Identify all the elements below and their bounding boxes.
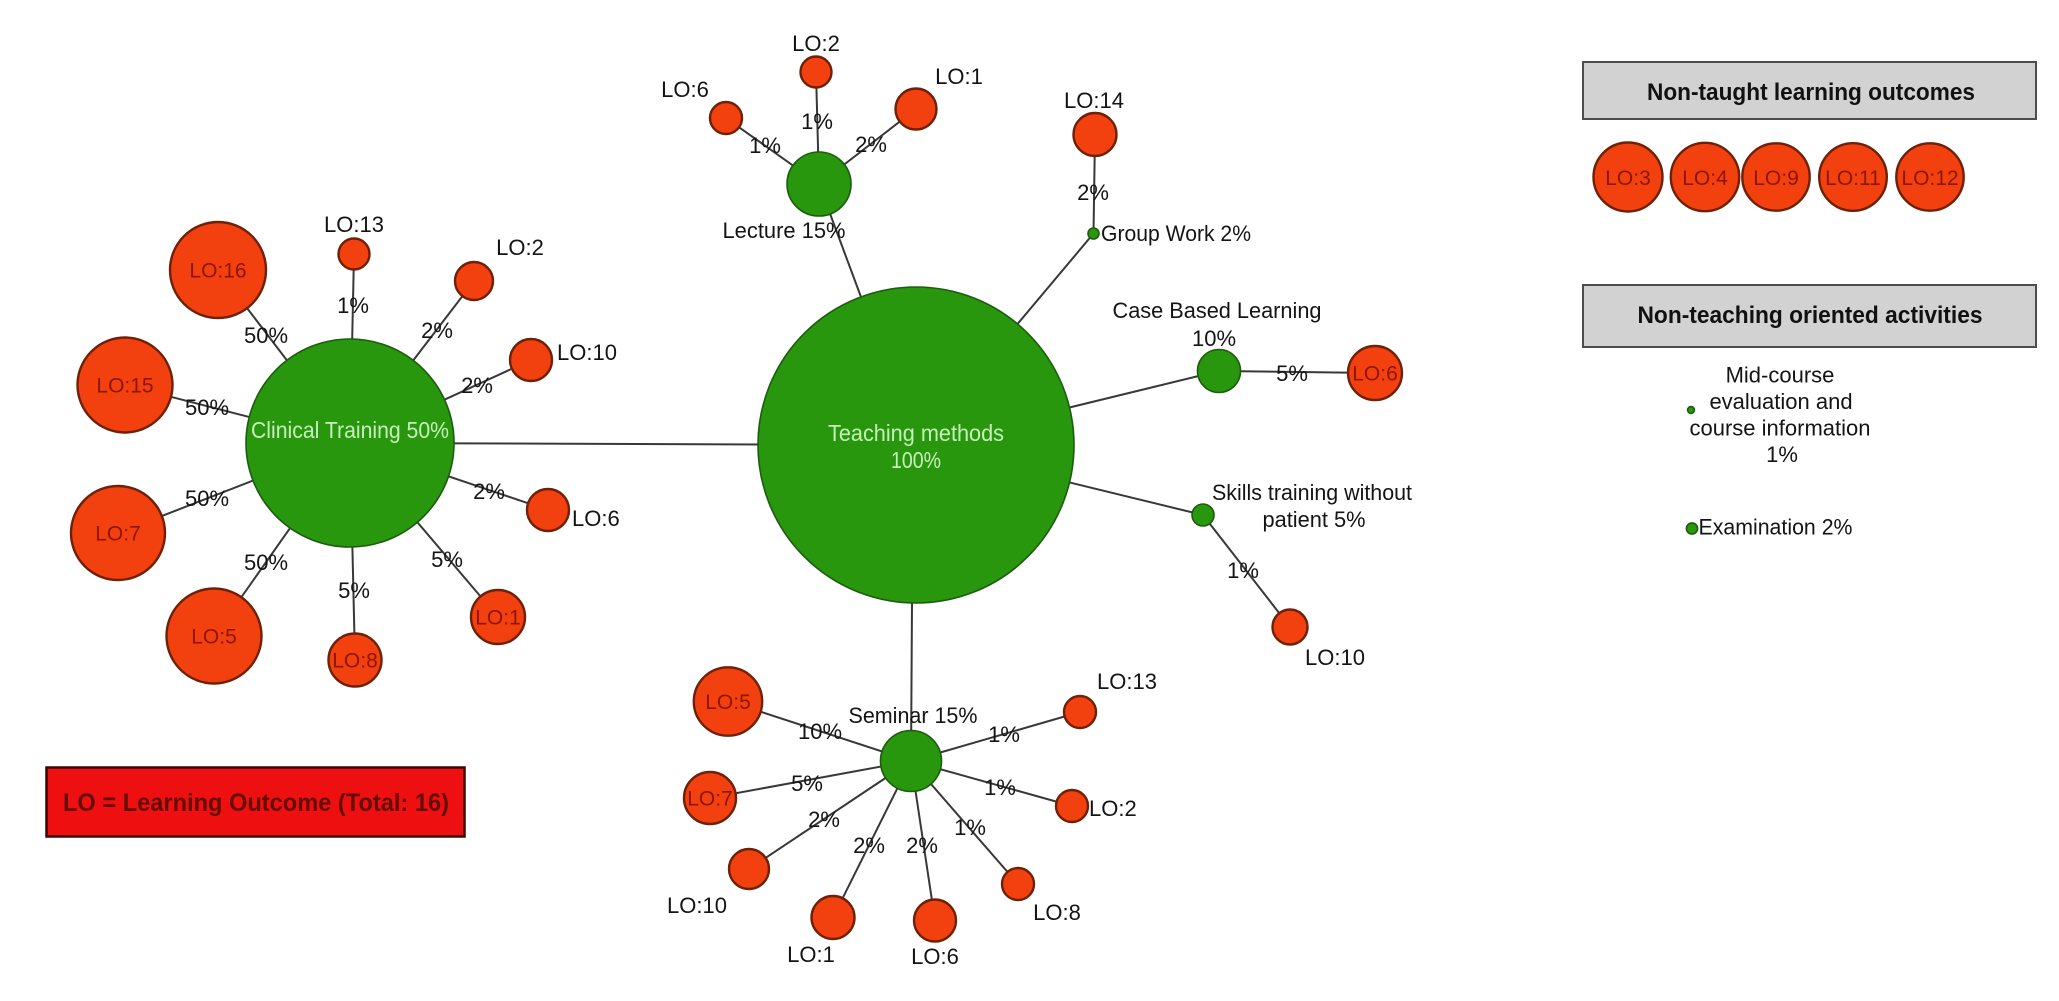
svg-text:LO:5: LO:5 — [705, 691, 751, 714]
svg-text:5%: 5% — [431, 547, 463, 572]
svg-text:10%: 10% — [798, 719, 842, 744]
svg-text:LO:10: LO:10 — [1305, 645, 1365, 670]
svg-text:50%: 50% — [244, 323, 288, 348]
svg-text:LO:6: LO:6 — [572, 506, 620, 531]
svg-text:1%: 1% — [988, 722, 1020, 747]
svg-text:LO:5: LO:5 — [191, 626, 237, 649]
svg-text:5%: 5% — [1276, 361, 1308, 386]
svg-text:evaluation and: evaluation and — [1709, 389, 1852, 414]
svg-text:50%: 50% — [185, 395, 229, 420]
svg-text:1%: 1% — [984, 775, 1016, 800]
svg-text:LO:7: LO:7 — [687, 788, 733, 811]
svg-text:LO:6: LO:6 — [911, 944, 959, 969]
svg-text:Examination 2%: Examination 2% — [1699, 515, 1853, 540]
svg-text:LO:6: LO:6 — [1352, 363, 1398, 386]
svg-text:1%: 1% — [337, 293, 369, 318]
svg-text:1%: 1% — [954, 815, 986, 840]
svg-text:2%: 2% — [473, 479, 505, 504]
svg-text:LO:1: LO:1 — [935, 64, 983, 89]
svg-text:2%: 2% — [808, 807, 840, 832]
svg-text:LO:2: LO:2 — [496, 235, 544, 260]
svg-text:LO:11: LO:11 — [1825, 167, 1881, 190]
svg-text:2%: 2% — [855, 132, 887, 157]
svg-text:2%: 2% — [906, 833, 938, 858]
svg-text:50%: 50% — [185, 486, 229, 511]
svg-text:Non-teaching oriented activiti: Non-teaching oriented activities — [1638, 302, 1983, 329]
svg-text:2%: 2% — [421, 318, 453, 343]
svg-text:LO:13: LO:13 — [1097, 669, 1157, 694]
svg-text:Lecture 15%: Lecture 15% — [723, 218, 846, 243]
svg-text:Clinical Training 50%: Clinical Training 50% — [251, 417, 449, 443]
svg-text:course information: course information — [1690, 416, 1871, 441]
svg-text:10%: 10% — [1192, 326, 1236, 351]
svg-text:LO:10: LO:10 — [667, 893, 727, 918]
svg-text:LO:9: LO:9 — [1753, 167, 1799, 190]
svg-text:2%: 2% — [1077, 180, 1109, 205]
svg-text:LO:12: LO:12 — [1901, 167, 1958, 190]
svg-text:LO:6: LO:6 — [661, 77, 709, 102]
svg-text:5%: 5% — [338, 578, 370, 603]
svg-text:LO:8: LO:8 — [1033, 900, 1081, 925]
svg-text:LO:3: LO:3 — [1605, 167, 1651, 190]
svg-text:LO:2: LO:2 — [1089, 796, 1137, 821]
svg-text:Case Based Learning: Case Based Learning — [1113, 298, 1322, 323]
svg-text:Skills training without: Skills training without — [1212, 480, 1412, 505]
svg-text:LO:15: LO:15 — [96, 375, 153, 398]
svg-text:2%: 2% — [461, 373, 493, 398]
svg-text:LO:2: LO:2 — [792, 31, 840, 56]
svg-text:LO:8: LO:8 — [332, 650, 378, 673]
svg-text:LO:16: LO:16 — [189, 260, 246, 283]
svg-text:LO:14: LO:14 — [1064, 88, 1124, 113]
svg-text:Seminar 15%: Seminar 15% — [849, 703, 978, 728]
svg-text:LO = Learning Outcome (Total:: LO = Learning Outcome (Total: 16) — [63, 789, 449, 817]
svg-text:LO:13: LO:13 — [324, 212, 384, 237]
svg-text:Teaching methods: Teaching methods — [828, 420, 1004, 446]
svg-text:1%: 1% — [749, 133, 781, 158]
svg-text:2%: 2% — [853, 833, 885, 858]
svg-text:patient 5%: patient 5% — [1263, 507, 1366, 532]
svg-text:Non-taught learning outcomes: Non-taught learning outcomes — [1647, 79, 1975, 106]
svg-text:100%: 100% — [891, 447, 941, 473]
svg-text:Group Work 2%: Group Work 2% — [1101, 221, 1251, 246]
svg-text:LO:7: LO:7 — [95, 523, 141, 546]
svg-text:1%: 1% — [1766, 442, 1798, 467]
svg-text:Mid-course: Mid-course — [1726, 363, 1835, 388]
svg-text:1%: 1% — [1227, 558, 1259, 583]
svg-text:LO:10: LO:10 — [557, 340, 617, 365]
svg-text:LO:1: LO:1 — [475, 607, 521, 630]
svg-text:50%: 50% — [244, 550, 288, 575]
svg-text:LO:1: LO:1 — [787, 942, 835, 967]
svg-text:LO:4: LO:4 — [1682, 167, 1728, 190]
svg-text:1%: 1% — [801, 109, 833, 134]
svg-text:5%: 5% — [791, 771, 823, 796]
